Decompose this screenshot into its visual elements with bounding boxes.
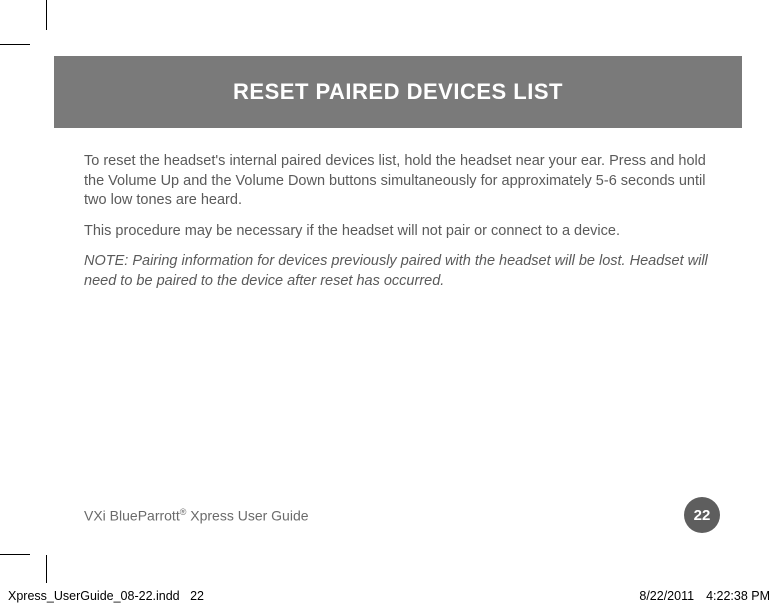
guide-suffix: Xpress User Guide	[186, 507, 308, 523]
guide-title: VXi BlueParrott® Xpress User Guide	[84, 507, 309, 524]
note-paragraph: NOTE: Pairing information for devices pr…	[84, 252, 720, 291]
slug-page: 22	[190, 589, 204, 603]
print-slug: Xpress_UserGuide_08-22.indd 22 8/22/2011…	[0, 583, 778, 613]
page-number-badge: 22	[684, 497, 720, 533]
slug-datetime: 8/22/2011 4:22:38 PM	[639, 589, 770, 603]
page-number: 22	[694, 507, 711, 524]
slug-file: Xpress_UserGuide_08-22.indd 22	[8, 589, 204, 603]
footer: VXi BlueParrott® Xpress User Guide 22	[84, 497, 720, 533]
paragraph: This procedure may be necessary if the h…	[84, 222, 720, 242]
body-content: To reset the headset's internal paired d…	[84, 152, 720, 302]
document-page: RESET PAIRED DEVICES LIST To reset the h…	[46, 44, 778, 555]
guide-prefix: VXi BlueParrott	[84, 507, 180, 523]
slug-date: 8/22/2011	[639, 589, 694, 603]
slug-filename: Xpress_UserGuide_08-22.indd	[8, 589, 180, 603]
header-band: RESET PAIRED DEVICES LIST	[54, 56, 742, 128]
paragraph: To reset the headset's internal paired d…	[84, 152, 720, 211]
slug-time: 4:22:38 PM	[706, 589, 770, 603]
page-title: RESET PAIRED DEVICES LIST	[233, 79, 563, 105]
